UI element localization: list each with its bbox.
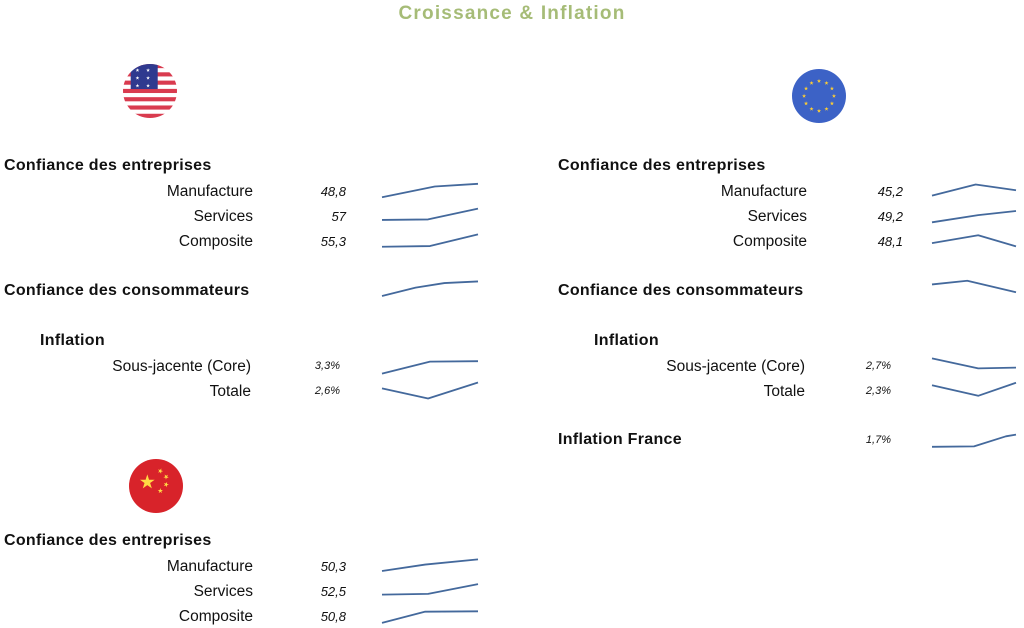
eu-total-value: 2,3% — [865, 385, 891, 397]
cn-services-sparkline — [382, 582, 478, 600]
us-consumer-sparkline — [382, 278, 478, 301]
eu-business-heading: Confiance des entreprises — [558, 157, 766, 174]
page-title: Croissance & Inflation — [398, 3, 626, 24]
eu-composite-label: Composite — [732, 233, 807, 250]
eu-services-label: Services — [747, 208, 807, 225]
cn-manufacture-value: 50,3 — [320, 559, 346, 574]
eu-core-value: 2,7% — [865, 360, 891, 372]
eu-core-label: Sous-jacente (Core) — [666, 358, 805, 375]
eu-france-sparkline — [932, 430, 1016, 451]
eu-consumer-sparkline — [932, 278, 1016, 301]
us-total-sparkline — [382, 380, 478, 401]
us-total-label: Totale — [209, 383, 251, 400]
us-flag-icon — [123, 64, 177, 118]
cn-flag-icon — [129, 459, 183, 513]
cn-business-heading: Confiance des entreprises — [4, 532, 212, 549]
us-core-value: 3,3% — [314, 360, 340, 372]
us-composite-sparkline — [382, 232, 478, 250]
eu-composite-sparkline — [932, 232, 1016, 250]
us-inflation-heading: Inflation — [40, 332, 105, 349]
us-services-value: 57 — [331, 209, 346, 224]
us-services-sparkline — [382, 207, 478, 225]
eu-services-value: 49,2 — [877, 209, 903, 224]
eu-consumer-heading: Confiance des consommateurs — [558, 282, 804, 299]
eu-total-label: Totale — [763, 383, 805, 400]
eu-total-sparkline — [932, 379, 1016, 400]
cn-services-label: Services — [193, 583, 253, 600]
eu-inflation-heading: Inflation — [594, 332, 659, 349]
eu-manufacture-label: Manufacture — [720, 183, 807, 200]
us-total-value: 2,6% — [314, 385, 340, 397]
eu-flag-icon — [792, 69, 846, 123]
eu-services-sparkline — [932, 207, 1016, 225]
us-manufacture-sparkline — [382, 182, 478, 200]
us-composite-label: Composite — [178, 233, 253, 250]
eu-manufacture-sparkline — [932, 182, 1016, 200]
us-consumer-heading: Confiance des consommateurs — [4, 282, 250, 299]
eu-france-heading: Inflation France — [558, 431, 682, 448]
cn-composite-sparkline — [382, 607, 478, 625]
cn-manufacture-label: Manufacture — [166, 558, 253, 575]
eu-core-sparkline — [932, 356, 1016, 376]
cn-manufacture-sparkline — [382, 557, 478, 575]
eu-france-value: 1,7% — [865, 434, 891, 446]
us-composite-value: 55,3 — [320, 234, 346, 249]
cn-composite-value: 50,8 — [320, 609, 346, 624]
cn-composite-label: Composite — [178, 608, 253, 625]
eu-composite-value: 48,1 — [877, 234, 903, 249]
us-core-label: Sous-jacente (Core) — [112, 358, 251, 375]
us-services-label: Services — [193, 208, 253, 225]
cn-services-value: 52,5 — [320, 584, 346, 599]
us-manufacture-label: Manufacture — [166, 183, 253, 200]
us-core-sparkline — [382, 356, 478, 376]
us-business-heading: Confiance des entreprises — [4, 157, 212, 174]
us-manufacture-value: 48,8 — [320, 184, 346, 199]
eu-manufacture-value: 45,2 — [877, 184, 903, 199]
